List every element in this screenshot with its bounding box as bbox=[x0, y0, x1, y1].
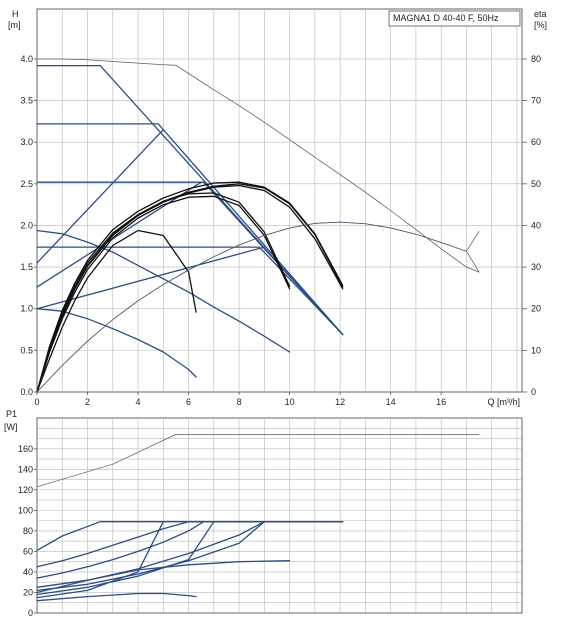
power-curve-9 bbox=[36, 560, 291, 594]
head-curve-3 bbox=[36, 181, 344, 336]
power-axis-unit: [W] bbox=[4, 422, 18, 432]
y-tick-label: 2.5 bbox=[20, 179, 33, 189]
y2-tick-label: 70 bbox=[531, 96, 541, 106]
x-tick-label: 2 bbox=[85, 397, 90, 407]
y2-tick-label: 0 bbox=[531, 387, 536, 397]
power-curve-5 bbox=[36, 521, 265, 588]
head-curve-18 bbox=[36, 221, 480, 393]
head-curve-9 bbox=[36, 308, 197, 378]
y-axis-unit: [m] bbox=[8, 20, 21, 30]
y-tick-label: 3.0 bbox=[20, 137, 33, 147]
head-curve-8 bbox=[36, 229, 291, 353]
power-curve-8 bbox=[36, 521, 164, 599]
p1-tick-label: 140 bbox=[18, 464, 33, 474]
x-tick-label: 4 bbox=[136, 397, 141, 407]
head-curve-13 bbox=[36, 195, 291, 393]
head-curve-11 bbox=[36, 184, 344, 393]
p1-tick-label: 20 bbox=[23, 587, 33, 597]
x-tick-label: 0 bbox=[34, 397, 39, 407]
y-tick-label: 0.0 bbox=[20, 387, 33, 397]
bottom-tick-labels: 0 20 40 60 80 100 120 140 160 bbox=[18, 444, 37, 618]
power-curve-1 bbox=[36, 434, 480, 488]
head-curve-5 bbox=[36, 129, 164, 264]
x-tick-label: 16 bbox=[436, 397, 446, 407]
y2-axis-unit: [%] bbox=[534, 20, 547, 30]
y-axis-label: H bbox=[12, 9, 19, 19]
head-curve-15 bbox=[36, 229, 197, 393]
p1-tick-label: 120 bbox=[18, 485, 33, 495]
y2-tick-label: 40 bbox=[531, 220, 541, 230]
head-curve-1 bbox=[36, 64, 344, 336]
power-curve-2 bbox=[36, 521, 344, 552]
y2-axis-label: eta bbox=[534, 9, 547, 19]
head-curve-2 bbox=[36, 123, 344, 336]
y-tick-label: 0.5 bbox=[20, 345, 33, 355]
x-tick-label: 6 bbox=[186, 397, 191, 407]
y-tick-label: 2.0 bbox=[20, 220, 33, 230]
head-curve-14 bbox=[36, 192, 291, 393]
x-tick-label: 14 bbox=[386, 397, 396, 407]
top-series bbox=[36, 58, 480, 393]
y-tick-label: 4.0 bbox=[20, 54, 33, 64]
head-curve-12 bbox=[36, 181, 344, 393]
y2-tick-label: 80 bbox=[531, 54, 541, 64]
p1-tick-label: 40 bbox=[23, 567, 33, 577]
power-curve-7 bbox=[36, 521, 215, 596]
x-tick-label: 12 bbox=[335, 397, 345, 407]
p1-tick-label: 80 bbox=[23, 526, 33, 536]
y2-tick-label: 10 bbox=[531, 345, 541, 355]
top-plot-frame bbox=[36, 8, 523, 393]
p1-tick-label: 60 bbox=[23, 546, 33, 556]
y2-tick-label: 30 bbox=[531, 262, 541, 272]
head-curve-16 bbox=[36, 58, 480, 273]
p1-tick-label: 0 bbox=[28, 608, 33, 618]
y2-tick-label: 50 bbox=[531, 179, 541, 189]
x-tick-label: 10 bbox=[285, 397, 295, 407]
bottom-grid bbox=[37, 418, 522, 613]
x-tick-label: 8 bbox=[237, 397, 242, 407]
power-curve-10 bbox=[36, 592, 197, 602]
y-tick-label: 1.0 bbox=[20, 304, 33, 314]
top-panel: 0.00.51.01.52.02.53.03.54.00102030405060… bbox=[8, 8, 547, 407]
p1-tick-label: 160 bbox=[18, 444, 33, 454]
bottom-plot-frame bbox=[36, 417, 523, 614]
chart-title-box bbox=[388, 10, 521, 27]
y2-tick-label: 60 bbox=[531, 137, 541, 147]
y-tick-label: 3.5 bbox=[20, 96, 33, 106]
bottom-panel: 0 20 40 60 80 100 120 140 160 P1 [W] bbox=[4, 409, 523, 618]
bottom-series bbox=[36, 434, 480, 602]
head-curve-7 bbox=[36, 246, 265, 310]
head-curve-4 bbox=[36, 246, 344, 336]
y-tick-label: 1.5 bbox=[20, 262, 33, 272]
chart-title: MAGNA1 D 40-40 F, 50Hz bbox=[393, 13, 499, 23]
head-curve-6 bbox=[36, 181, 202, 288]
y2-tick-label: 20 bbox=[531, 304, 541, 314]
x-axis-label: Q [m³/h] bbox=[487, 397, 520, 407]
power-axis-label: P1 bbox=[6, 409, 17, 419]
p1-tick-label: 100 bbox=[18, 505, 33, 515]
top-tick-labels: 0.00.51.01.52.02.53.03.54.00102030405060… bbox=[20, 54, 541, 407]
power-curve-4 bbox=[36, 521, 344, 579]
